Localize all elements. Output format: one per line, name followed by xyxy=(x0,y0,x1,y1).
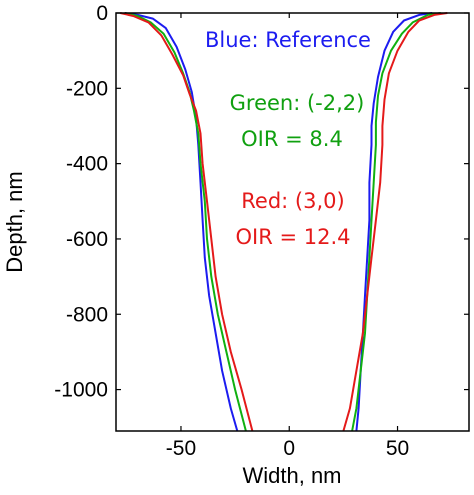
y-axis-label: Depth, nm xyxy=(2,171,27,273)
y-tick-label: -600 xyxy=(66,228,108,251)
plot-frame xyxy=(115,12,470,432)
y-tick-label: 0 xyxy=(96,2,108,25)
annotation-green-oir: OIR = 8.4 xyxy=(241,127,343,151)
series-layer xyxy=(120,12,448,432)
x-tick-label: 50 xyxy=(386,437,409,460)
y-tick-label: -1000 xyxy=(54,379,108,402)
annotation-red-title: Red: (3,0) xyxy=(241,189,344,213)
x-tick-label: 0 xyxy=(283,437,295,460)
annotation-red-oir: OIR = 12.4 xyxy=(235,225,350,249)
series-red-right-wall xyxy=(342,12,448,432)
plot-area xyxy=(116,13,469,431)
series-blue-right-wall xyxy=(355,12,433,432)
y-tick-label: -400 xyxy=(66,153,108,176)
series-green-left-wall xyxy=(124,12,247,432)
y-tick-label: -800 xyxy=(66,303,108,326)
series-green-right-wall xyxy=(351,12,441,432)
x-tick-label: -50 xyxy=(166,437,196,460)
y-tick-label: -200 xyxy=(66,77,108,100)
annotation-green-title: Green: (-2,2) xyxy=(230,91,365,115)
tick-layer: -50 0 50 0 -200 -400 -600 -800 -1000 xyxy=(54,2,469,460)
series-red-left-wall xyxy=(120,12,254,432)
x-axis-label: Width, nm xyxy=(242,463,341,488)
annotation-blue: Blue: Reference xyxy=(205,28,371,52)
